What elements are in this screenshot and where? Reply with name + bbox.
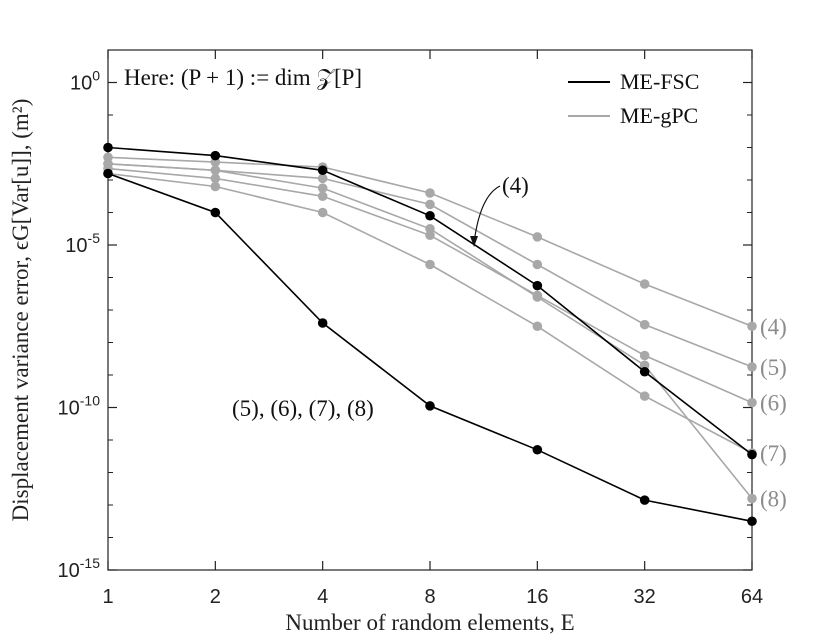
x-tick-label: 64 — [741, 586, 763, 608]
y-axis-label: Displacement variance error, ϵG[Var[u]],… — [8, 99, 33, 522]
axes-frame — [107, 49, 753, 571]
data-point — [210, 150, 221, 161]
data-point — [532, 259, 543, 270]
data-point — [747, 493, 757, 504]
y-tick-base: 10 — [65, 235, 87, 257]
data-point — [532, 232, 543, 242]
data-point — [425, 259, 435, 270]
data-point — [639, 366, 650, 377]
data-point — [425, 210, 435, 221]
data-point — [532, 321, 543, 332]
y-tick-label: 10-5 — [65, 230, 100, 257]
gpc-order-label: (6) — [760, 391, 787, 416]
data-point — [532, 292, 543, 302]
data-point — [317, 191, 328, 202]
x-axis-label: Number of random elements, E — [285, 610, 574, 635]
data-point — [210, 165, 221, 176]
y-tick-power: -15 — [80, 555, 100, 571]
data-point — [425, 401, 435, 411]
legend-label: ME-FSC — [620, 69, 699, 94]
data-point — [103, 168, 113, 179]
gpc-order-label: (5) — [760, 355, 787, 380]
gpc-order-label: (7) — [760, 441, 787, 466]
y-tick-base: 10 — [58, 560, 80, 582]
annotation-arrow — [473, 185, 501, 244]
gpc-order-label: (8) — [760, 487, 787, 512]
data-point — [103, 142, 113, 153]
data-point — [210, 181, 221, 192]
y-tick-label: 100 — [70, 68, 100, 95]
data-point — [639, 350, 650, 361]
data-point — [532, 444, 543, 455]
data-point — [532, 280, 543, 291]
data-point — [747, 516, 757, 527]
data-point — [210, 207, 221, 218]
gpc-order-label: (4) — [760, 314, 787, 339]
x-tick-label: 16 — [526, 586, 548, 608]
data-point — [425, 199, 435, 210]
x-tick-label: 2 — [210, 586, 221, 608]
data-point — [747, 449, 757, 460]
y-tick-label: 10-15 — [58, 555, 101, 582]
data-point — [210, 173, 221, 184]
legend-label: ME-gPC — [620, 103, 698, 128]
data-point — [317, 173, 328, 184]
x-tick-label: 4 — [317, 586, 328, 608]
data-point — [639, 391, 650, 401]
y-tick-power: -5 — [88, 230, 101, 246]
data-point — [747, 362, 757, 372]
data-point — [639, 495, 650, 505]
x-tick-label: 1 — [102, 586, 113, 608]
y-tick-base: 10 — [58, 398, 80, 420]
annotation-arrowhead — [470, 236, 478, 247]
x-tick-label: 8 — [424, 586, 435, 608]
data-point — [317, 318, 328, 328]
data-point — [747, 321, 757, 332]
plot-annotation: Here: (P + 1) := dim 𝒵[P] — [124, 65, 362, 90]
data-point — [103, 158, 113, 169]
fsc-arrow-label: (4) — [502, 173, 529, 198]
data-point — [425, 223, 435, 234]
y-tick-power: 0 — [92, 68, 100, 84]
series-line — [107, 156, 753, 328]
data-point — [425, 188, 435, 198]
data-point — [317, 183, 328, 193]
x-tick-label: 32 — [634, 586, 656, 608]
data-point — [317, 207, 328, 218]
fsc-order-label: (5), (6), (7), (8) — [232, 396, 374, 421]
data-point — [639, 319, 650, 330]
y-tick-power: -10 — [80, 393, 100, 409]
y-tick-label: 10-10 — [58, 393, 101, 420]
data-point — [317, 165, 328, 176]
y-tick-base: 10 — [70, 73, 92, 95]
data-point — [747, 397, 757, 408]
data-point — [639, 279, 650, 289]
